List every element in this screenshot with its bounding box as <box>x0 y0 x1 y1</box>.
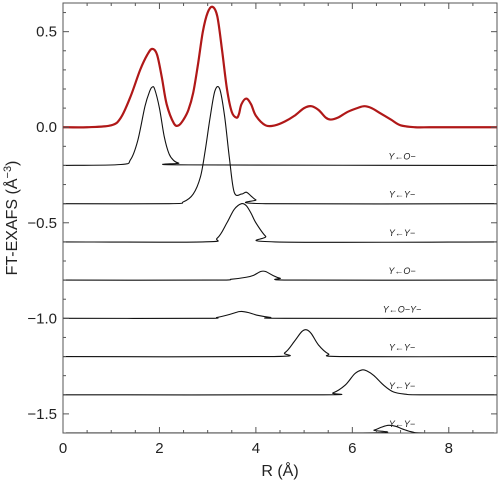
x-axis-title: R (Å) <box>261 461 298 480</box>
path-curve-6 <box>63 329 497 358</box>
axis-ticks: 0 2 4 6 8 0.5 0.0 −0.5 −1.0 −1.5 <box>27 3 498 457</box>
total-curve-layer <box>63 5 497 129</box>
y-axis-title: FT-EXAFS (Å−3) <box>2 161 21 276</box>
x-tick-label: 2 <box>155 440 163 457</box>
plot-frame <box>62 2 498 434</box>
x-tick-label: 0 <box>59 440 67 457</box>
path-labels: Y←O− Y←Y− Y←Y− Y←O− Y←O−Y− Y←Y− Y←Y− Y←Y− <box>383 151 422 429</box>
path-label-5: Y←O−Y− <box>383 304 422 314</box>
y-tick-label: −0.5 <box>27 215 57 232</box>
y-axis-title-exponent: −3 <box>2 166 14 179</box>
path-curve-4 <box>63 270 497 281</box>
path-curve-1 <box>63 86 497 166</box>
path-label-7: Y←Y− <box>389 381 415 391</box>
path-curves <box>63 85 497 433</box>
x-tick-label: 8 <box>445 440 453 457</box>
y-tick-label: 0.0 <box>36 119 57 136</box>
path-curve-8 <box>63 424 497 433</box>
y-axis-title-close: ) <box>4 161 21 166</box>
path-label-1: Y←O− <box>388 151 415 161</box>
y-tick-label: −1.0 <box>27 310 57 327</box>
path-label-6: Y←Y− <box>389 343 415 353</box>
x-tick-label: 6 <box>348 440 356 457</box>
x-tick-label: 4 <box>252 440 260 457</box>
path-curve-5 <box>63 310 497 319</box>
y-tick-label: 0.5 <box>36 24 57 41</box>
y-tick-label: −1.5 <box>27 406 57 423</box>
path-label-3: Y←Y− <box>389 228 415 238</box>
plot-border <box>62 2 498 434</box>
total-ft-curve <box>63 5 497 129</box>
y-axis-title-main: FT-EXAFS (Å <box>2 178 21 275</box>
path-label-2: Y←Y− <box>389 190 415 200</box>
path-label-8: Y←Y− <box>389 419 415 429</box>
path-curve-2 <box>63 85 497 205</box>
path-label-4: Y←O− <box>388 266 415 276</box>
path-curve-3 <box>63 202 497 243</box>
path-curve-7 <box>63 369 497 396</box>
